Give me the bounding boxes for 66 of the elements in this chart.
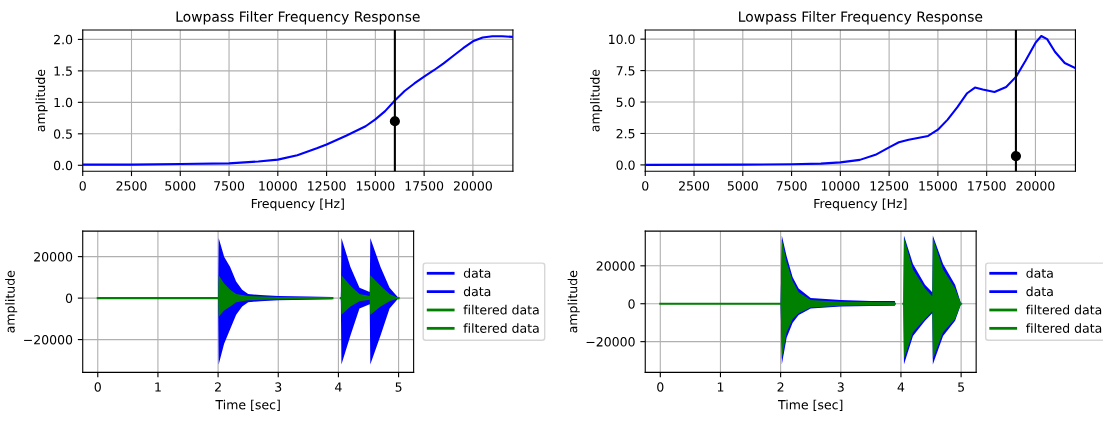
legend-label: data [1026,286,1053,297]
legend-label: data [463,286,491,297]
x-tick-label: 20000 [453,181,492,191]
y-tick-label: 0.0 [53,160,73,171]
x-tick-label: 0 [642,181,649,191]
y-axis-title: amplitude [590,69,603,132]
legend-label: filtered data [463,323,539,333]
y-tick-label: 0 [628,299,635,309]
y-tick-label: 5.0 [616,97,635,107]
y-tick-label: 1.5 [54,66,72,76]
x-tick-label: 0 [79,181,86,191]
x-tick-label: 0 [94,382,101,392]
x-tick-label: 1 [155,382,161,392]
y-tick-label: 0.0 [616,160,635,170]
x-tick-label: 5000 [727,181,758,191]
legend-label: filtered data [463,304,539,315]
x-tick-label: 5 [958,382,964,392]
y-tick-label: −20000 [24,335,73,345]
x-tick-label: 4 [335,382,342,392]
y-tick-label: 0 [65,293,73,304]
legend-label: data [1026,268,1053,278]
x-tick-label: 2 [777,382,784,392]
y-axis-title: amplitude [35,69,48,132]
x-axis-title: Time [sec] [777,399,843,411]
x-axis-title: Time [sec] [215,399,280,411]
x-tick-label: 7500 [214,181,245,191]
x-tick-label: 3 [837,382,844,392]
x-tick-label: 1 [717,382,724,392]
x-axis-title: Frequency [Hz] [814,198,907,211]
x-tick-label: 5 [395,382,402,392]
x-tick-label: 5000 [165,181,196,191]
y-tick-label: 7.5 [616,66,635,76]
y-tick-label: 0.5 [53,129,72,139]
y-tick-label: 20000 [34,252,73,262]
y-axis-title: amplitude [5,270,18,333]
y-tick-label: 1.0 [54,97,73,108]
x-tick-label: 12500 [870,181,909,191]
x-tick-label: 20000 [1016,181,1055,191]
x-tick-label: 15000 [356,181,395,191]
x-tick-label: 7500 [776,181,807,191]
y-tick-label: 20000 [596,261,635,271]
x-tick-label: 2500 [679,181,710,191]
chart-title: Lowpass Filter Frequency Response [739,11,983,25]
y-axis-title: amplitude [567,270,580,333]
x-tick-label: 2500 [116,181,147,191]
line-series [82,35,513,166]
x-tick-label: 10000 [259,181,297,191]
line-series [645,34,1076,166]
y-tick-label: 2.0 [54,34,73,45]
x-tick-label: 17500 [405,181,444,191]
x-tick-label: 15000 [919,181,957,191]
legend-label: data [463,268,491,278]
legend-label: filtered data [1026,304,1102,315]
x-tick-label: 17500 [968,181,1006,191]
y-tick-label: 2.5 [616,128,635,139]
chart-title: Lowpass Filter Frequency Response [176,11,420,25]
x-tick-label: 4 [897,382,905,392]
x-tick-label: 12500 [308,181,346,191]
y-tick-label: −20000 [586,337,635,347]
x-tick-label: 0 [657,382,664,392]
legend-label: filtered data [1026,323,1102,333]
x-tick-label: 10000 [821,181,860,191]
y-tick-label: 10.0 [609,34,635,45]
x-axis-title: Frequency [Hz] [251,198,344,211]
x-tick-label: 3 [275,382,282,392]
x-tick-label: 2 [215,382,221,392]
